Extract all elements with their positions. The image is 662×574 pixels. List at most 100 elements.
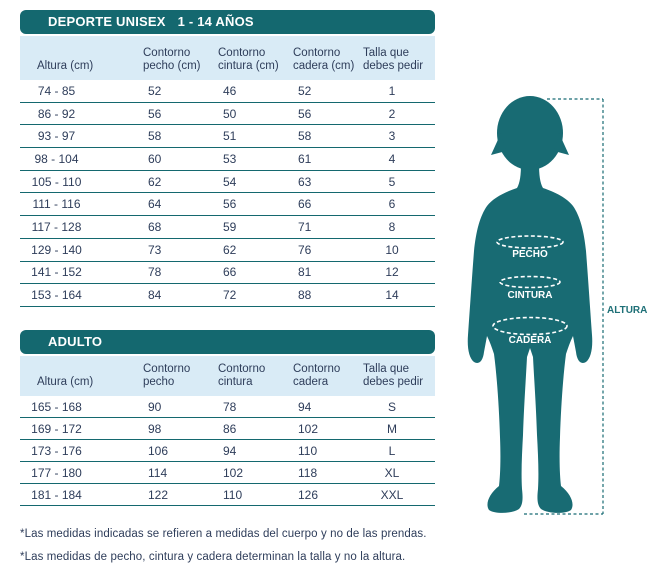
table-cell: 52 xyxy=(148,83,162,98)
table-cell: 94 xyxy=(298,399,312,414)
table-cell: 2 xyxy=(388,106,396,121)
table-cell: 53 xyxy=(223,151,237,166)
table-cell: 3 xyxy=(388,129,396,144)
child-silhouette-icon: PECHO CINTURA CADERA ALTURA xyxy=(467,96,647,515)
table-cell: 98 - 104 xyxy=(34,151,79,166)
table-cell: 54 xyxy=(223,174,237,189)
table-cell: 88 xyxy=(298,288,312,303)
cadera-label: CADERA xyxy=(509,335,552,346)
table-cell: 71 xyxy=(298,219,312,234)
table-row: 181 - 184 122 110 126 XXL xyxy=(20,484,435,506)
table-cell: 90 xyxy=(148,399,162,414)
footnote-size-determination: *Las medidas de pecho, cintura y cadera … xyxy=(20,551,406,563)
table-cell: L xyxy=(388,443,396,458)
table-row: 141 - 152 78 66 81 12 xyxy=(20,262,435,285)
table-cell: 73 xyxy=(148,242,162,257)
table-cell: 181 - 184 xyxy=(31,487,82,502)
table-row: 153 - 164 84 72 88 14 xyxy=(20,284,435,307)
table-cell: 56 xyxy=(223,197,237,212)
table-cell: 66 xyxy=(298,197,312,212)
table-row: 98 - 104 60 53 61 4 xyxy=(20,148,435,171)
table-cell: 86 - 92 xyxy=(37,106,76,121)
column-header-altura: Altura (cm) xyxy=(37,376,94,389)
adult-table-body: 165 - 168 90 78 94 S 169 - 172 98 86 102 M 173 - 1… xyxy=(20,396,435,506)
table-cell: 94 xyxy=(223,443,237,458)
child-table-title-bar: DEPORTE UNISEX 1 - 14 AÑOS xyxy=(20,10,435,34)
column-header-contorno-cintura: Contorno cintura (cm) xyxy=(218,46,279,73)
adult-size-table: ADULTO Altura (cm) Contorno pecho Contor… xyxy=(20,330,435,506)
table-row: 93 - 97 58 51 58 3 xyxy=(20,125,435,149)
child-table-body: 74 - 85 52 46 52 1 86 - 92 56 50 56 2 93 - 97 58 51 5… xyxy=(20,80,435,307)
column-header-contorno-cadera: Contorno cadera (cm) xyxy=(293,46,355,73)
child-table-title: DEPORTE UNISEX xyxy=(48,14,166,29)
table-cell: 102 xyxy=(223,465,244,480)
table-row: 129 - 140 73 62 76 10 xyxy=(20,239,435,262)
table-cell: 72 xyxy=(223,288,237,303)
table-cell: 114 xyxy=(148,465,168,480)
child-table-age-range: 1 - 14 AÑOS xyxy=(177,14,254,29)
table-cell: XXL xyxy=(380,487,404,502)
child-size-table: DEPORTE UNISEX 1 - 14 AÑOS Altura (cm) Co… xyxy=(20,10,435,307)
table-row: 169 - 172 98 86 102 M xyxy=(20,418,435,440)
table-cell: 81 xyxy=(298,265,312,280)
table-cell: 61 xyxy=(298,151,312,166)
table-row: 86 - 92 56 50 56 2 xyxy=(20,103,435,126)
table-cell: 93 - 97 xyxy=(37,129,76,144)
table-cell: 6 xyxy=(388,197,396,212)
column-header-altura: Altura (cm) xyxy=(37,60,94,73)
table-cell: S xyxy=(387,399,396,414)
column-header-talla: Talla que debes pedir xyxy=(363,362,424,389)
table-cell: 5 xyxy=(388,174,396,189)
table-cell: 56 xyxy=(298,106,312,121)
table-cell: 153 - 164 xyxy=(31,288,82,303)
table-cell: M xyxy=(387,421,397,436)
table-cell: 14 xyxy=(385,288,399,303)
table-cell: 78 xyxy=(223,399,237,414)
table-cell: 52 xyxy=(298,83,312,98)
table-cell: 4 xyxy=(388,151,396,166)
table-cell: 122 xyxy=(148,487,169,502)
pecho-label: PECHO xyxy=(512,249,548,260)
table-cell: 84 xyxy=(148,288,162,303)
table-cell: 98 xyxy=(148,421,162,436)
table-row: 165 - 168 90 78 94 S xyxy=(20,396,435,418)
table-row: 117 - 128 68 59 71 8 xyxy=(20,216,435,239)
column-header-contorno-pecho: Contorno pecho (cm) xyxy=(143,46,201,73)
table-cell: 86 xyxy=(223,421,237,436)
table-cell: 129 - 140 xyxy=(31,242,82,257)
table-cell: 66 xyxy=(223,265,237,280)
table-cell: 105 - 110 xyxy=(31,174,82,189)
table-cell: 62 xyxy=(223,242,237,257)
table-cell: 58 xyxy=(298,129,312,144)
table-cell: 126 xyxy=(298,487,319,502)
column-header-contorno-cintura: Contorno cintura xyxy=(218,362,266,389)
table-cell: 62 xyxy=(148,174,162,189)
table-cell: 12 xyxy=(385,265,399,280)
table-cell: 177 - 180 xyxy=(31,465,82,480)
table-cell: 169 - 172 xyxy=(31,421,82,436)
table-cell: 58 xyxy=(148,129,162,144)
figure-body xyxy=(467,163,593,513)
child-table-header-row: Altura (cm) Contorno pecho (cm) Contorno… xyxy=(20,36,435,80)
hair-tip-right xyxy=(554,133,569,155)
altura-label: ALTURA xyxy=(607,305,647,316)
table-cell: 74 - 85 xyxy=(37,83,76,98)
adult-table-title-bar: ADULTO xyxy=(20,330,435,354)
table-cell: 102 xyxy=(298,421,319,436)
measurement-diagram: PECHO CINTURA CADERA ALTURA xyxy=(460,85,662,560)
table-cell: 51 xyxy=(223,129,237,144)
table-cell: 110 xyxy=(223,487,243,502)
table-cell: 68 xyxy=(148,219,162,234)
table-row: 74 - 85 52 46 52 1 xyxy=(20,80,435,103)
table-cell: XL xyxy=(384,465,400,480)
table-cell: 173 - 176 xyxy=(31,443,82,458)
adult-table-title: ADULTO xyxy=(48,334,103,349)
adult-table-header-row: Altura (cm) Contorno pecho Contorno cint… xyxy=(20,356,435,396)
table-cell: 76 xyxy=(298,242,312,257)
column-header-contorno-pecho: Contorno pecho xyxy=(143,362,191,389)
table-cell: 10 xyxy=(385,242,399,257)
cintura-measure-ellipse xyxy=(499,275,561,289)
table-row: 173 - 176 106 94 110 L xyxy=(20,440,435,462)
table-cell: 78 xyxy=(148,265,162,280)
table-cell: 106 xyxy=(148,443,169,458)
